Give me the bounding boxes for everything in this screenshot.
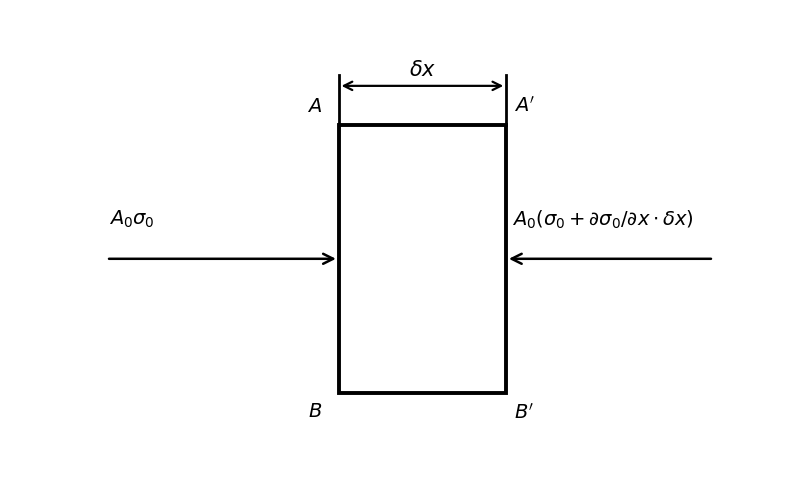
Text: $A_0(\sigma_0+\partial\sigma_0/\partial x \cdot \delta x)$: $A_0(\sigma_0+\partial\sigma_0/\partial … xyxy=(512,209,694,231)
Text: $B$: $B$ xyxy=(308,403,322,421)
Text: $B'$: $B'$ xyxy=(514,403,534,423)
Text: $A'$: $A'$ xyxy=(514,96,535,115)
Text: $A$: $A$ xyxy=(307,98,322,115)
Text: $\delta x$: $\delta x$ xyxy=(409,60,436,80)
Text: $A_0\sigma_0$: $A_0\sigma_0$ xyxy=(110,209,155,230)
Bar xyxy=(338,125,506,393)
